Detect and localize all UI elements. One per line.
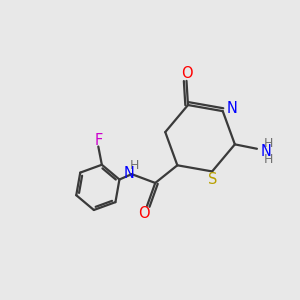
Text: H: H bbox=[263, 137, 273, 150]
Text: N: N bbox=[124, 166, 135, 181]
Text: N: N bbox=[261, 144, 272, 159]
Text: F: F bbox=[94, 133, 103, 148]
Text: O: O bbox=[138, 206, 149, 221]
Text: H: H bbox=[129, 159, 139, 172]
Text: H: H bbox=[263, 154, 273, 166]
Text: O: O bbox=[181, 66, 193, 81]
Text: N: N bbox=[226, 101, 237, 116]
Text: S: S bbox=[208, 172, 218, 187]
